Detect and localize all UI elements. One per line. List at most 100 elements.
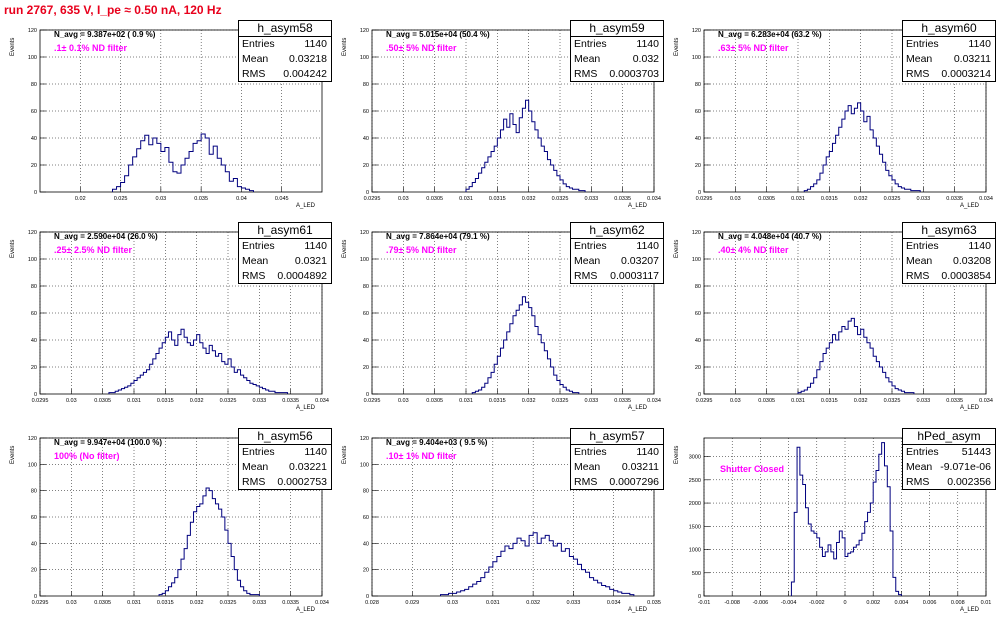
histogram-bin (172, 583, 175, 596)
x-tick-label: 0.04 (236, 196, 247, 202)
histogram-series (439, 532, 635, 596)
histogram-bin (519, 118, 522, 192)
x-tick-label: 0.025 (114, 196, 128, 202)
x-tick-label: 0.008 (951, 600, 965, 606)
histogram-bin (851, 552, 854, 596)
histogram-bin (544, 351, 547, 394)
histogram-bin (510, 324, 513, 394)
stats-rms-value: 0.002356 (947, 476, 991, 488)
filter-annotation: Shutter Closed (720, 464, 785, 474)
x-tick-label: 0.03 (66, 600, 77, 606)
y-tick-label: 20 (695, 163, 701, 169)
histogram-bin (128, 386, 131, 394)
histogram-bin (215, 504, 218, 596)
histogram-bin (829, 343, 832, 394)
x-tick-label: 0.031 (486, 600, 500, 606)
y-tick-label: 20 (31, 568, 37, 574)
histogram-bin (820, 547, 823, 596)
histogram-bin (576, 393, 579, 394)
stats-entries-value: 1140 (636, 38, 659, 50)
histogram-bin (206, 488, 209, 596)
x-tick-label: 0.0305 (94, 600, 111, 606)
stats-mean-value: 0.0321 (294, 255, 327, 267)
histogram-bin (836, 340, 839, 394)
histogram-bin (834, 559, 837, 596)
x-tick-label: 0.031 (791, 196, 805, 202)
stats-title: hPed_asym (903, 429, 995, 445)
histogram-bin (553, 546, 557, 596)
histogram-bin (873, 482, 876, 596)
histogram-bin (848, 106, 851, 192)
y-axis-label: Events (674, 37, 680, 56)
histogram-bin (853, 547, 856, 596)
histogram-series (112, 133, 255, 192)
y-tick-label: 60 (363, 109, 369, 115)
histogram-bin (250, 595, 253, 596)
histogram-bin (482, 168, 485, 192)
x-tick-label: 0.0325 (884, 398, 901, 404)
filter-annotation: .63± 5% ND filter (718, 43, 789, 53)
histogram-bin (488, 378, 491, 394)
histogram-bin (839, 127, 842, 192)
histogram-bin (807, 189, 810, 192)
histogram-bin (175, 578, 178, 596)
histogram-bin (832, 143, 835, 192)
histogram-bin (814, 184, 817, 192)
histogram-bin (867, 116, 870, 192)
stats-rms-label: RMS (242, 68, 266, 80)
x-axis-label: A_LED (628, 607, 648, 613)
histogram-plot: 0.028 0.029 0.03 0.031 0.032 0.033 0.034 0.035 0… (360, 436, 661, 606)
histogram-bin (194, 340, 197, 394)
histogram-bin (145, 135, 149, 192)
histogram-bin (475, 179, 478, 193)
histogram-bin (826, 348, 829, 394)
stats-rms-label: RMS (242, 476, 266, 488)
histogram-bin (201, 134, 205, 192)
plot-frame (371, 29, 655, 193)
plot-frame (371, 437, 655, 597)
histogram-bin (845, 329, 848, 394)
histogram-bin (234, 570, 237, 596)
histogram-bin (168, 587, 171, 596)
histogram-bin (807, 387, 810, 394)
histogram-bin (113, 189, 117, 192)
histogram-bin (241, 587, 244, 596)
histogram-bin (212, 499, 215, 596)
x-tick-label: 0.0335 (946, 398, 963, 404)
histogram-bin (557, 176, 560, 192)
histogram-bin (178, 570, 181, 596)
histogram-bin (181, 329, 184, 394)
histogram-bin (137, 378, 140, 394)
y-tick-label: 500 (692, 571, 701, 577)
histogram-bin (870, 503, 873, 596)
histogram-bin (526, 100, 529, 192)
histogram-bin (449, 593, 453, 596)
y-axis-label: Events (342, 239, 348, 258)
histogram-bin (275, 393, 278, 394)
stats-mean-row: Mean 0.03211 (571, 460, 663, 475)
page-title: run 2767, 635 V, I_pe ≈ 0.50 nA, 120 Hz (4, 3, 222, 17)
histogram-bin (149, 145, 153, 192)
histogram-pad-h_asym57: 0.028 0.029 0.03 0.031 0.032 0.033 0.034 0.035 0… (332, 426, 664, 622)
filter-annotation: .25± 2.5% ND filter (54, 245, 132, 255)
histogram-bin (856, 545, 859, 596)
x-tick-label: 0.031 (127, 398, 141, 404)
histogram-bin (529, 535, 533, 596)
y-tick-label: 120 (360, 436, 369, 442)
histogram-bin (848, 553, 851, 596)
x-tick-label: 0.0305 (426, 398, 443, 404)
x-tick-label: 0.03 (730, 398, 741, 404)
histogram-bin (864, 337, 867, 394)
y-tick-label: 0 (34, 594, 37, 600)
histogram-bin (602, 585, 606, 596)
histogram-bin (590, 578, 594, 596)
histogram-bin (848, 321, 851, 394)
histogram-pad-h_asym62: 0.0295 0.03 0.0305 0.031 0.0315 0.032 0.0325 0.… (332, 220, 664, 420)
histogram-bin (535, 130, 538, 192)
y-tick-label: 20 (31, 163, 37, 169)
histogram-bin (594, 580, 598, 596)
stats-entries-value: 1140 (304, 38, 327, 50)
histogram-bin (529, 308, 532, 394)
y-tick-label: 60 (363, 515, 369, 521)
histogram-bin (229, 181, 233, 192)
